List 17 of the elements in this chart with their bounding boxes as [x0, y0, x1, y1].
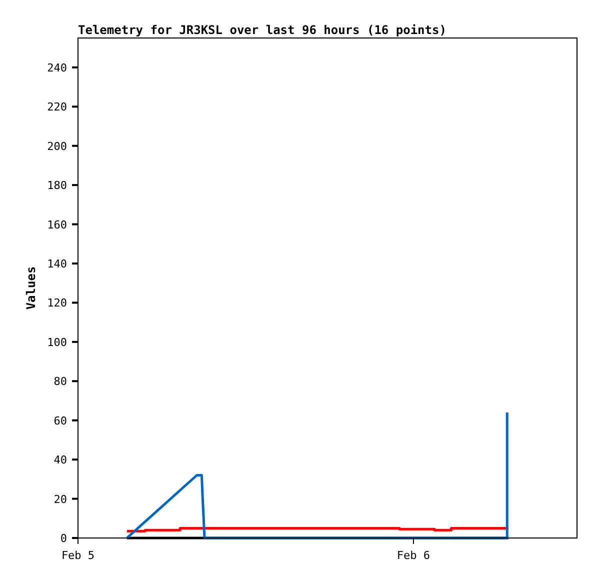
- x-tick-label: Feb 5: [61, 549, 95, 562]
- y-tick-label: 200: [47, 140, 67, 153]
- y-tick-label: 60: [54, 414, 67, 428]
- y-tick-label: 220: [47, 100, 67, 114]
- y-tick-label: 240: [47, 61, 67, 74]
- y-axis-title: Values: [24, 266, 38, 310]
- y-tick-label: 120: [47, 296, 67, 310]
- y-tick-label: 180: [47, 179, 67, 192]
- y-tick-label: 160: [47, 218, 67, 232]
- y-tick-label: 40: [54, 454, 67, 467]
- chart-title: Telemetry for JR3KSL over last 96 hours (16 points): [78, 23, 446, 37]
- y-tick-label: 80: [54, 375, 67, 388]
- y-tick-label: 140: [47, 257, 67, 270]
- x-tick-label: Feb 6: [396, 549, 430, 562]
- y-tick-label: 0: [60, 532, 67, 545]
- y-tick-label: 20: [54, 492, 67, 506]
- y-tick-label: 100: [47, 336, 67, 349]
